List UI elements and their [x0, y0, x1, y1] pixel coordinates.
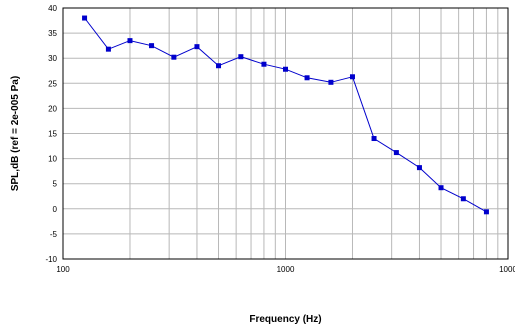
data-point [82, 15, 88, 21]
grid [63, 8, 508, 259]
data-point [349, 74, 355, 80]
y-tick-label: 30 [48, 54, 57, 63]
data-point [149, 43, 155, 49]
y-tick-label: 5 [53, 180, 58, 189]
x-tick-label: 1000 [277, 265, 295, 274]
data-point [304, 75, 310, 81]
y-tick-label: 15 [48, 130, 57, 139]
data-point [216, 63, 222, 69]
x-axis-label: Frequency (Hz) [249, 314, 321, 325]
y-tick-label: -5 [50, 230, 58, 239]
y-tick-label: 0 [53, 205, 58, 214]
data-point [194, 44, 200, 50]
data-point [328, 79, 334, 85]
y-tick-label: 20 [48, 104, 57, 113]
data-point [460, 196, 466, 202]
data-point [238, 54, 244, 60]
y-axis-ticks: -10 -5 0 5 10 15 20 25 30 35 40 [45, 4, 57, 264]
data-point [261, 61, 267, 67]
x-axis-ticks: 100 1000 1000 [56, 265, 515, 274]
y-tick-label: 35 [48, 29, 57, 38]
data-point [127, 38, 133, 44]
data-point [283, 66, 288, 72]
y-axis-label: SPL,dB (ref = 2e-005 Pa) [10, 76, 21, 191]
data-point [438, 185, 444, 191]
series-layer [82, 15, 489, 215]
data-point [371, 136, 377, 142]
y-tick-label: -10 [45, 255, 57, 264]
data-point [393, 150, 399, 156]
data-point [171, 54, 177, 60]
y-tick-label: 25 [48, 79, 57, 88]
y-tick-label: 10 [48, 155, 57, 164]
y-tick-label: 40 [48, 4, 57, 13]
x-tick-label: 100 [56, 265, 70, 274]
data-point [416, 165, 422, 171]
data-point [105, 46, 111, 52]
x-tick-label: 1000 [499, 265, 515, 274]
data-point [483, 209, 489, 215]
plot-area [62, 7, 509, 260]
